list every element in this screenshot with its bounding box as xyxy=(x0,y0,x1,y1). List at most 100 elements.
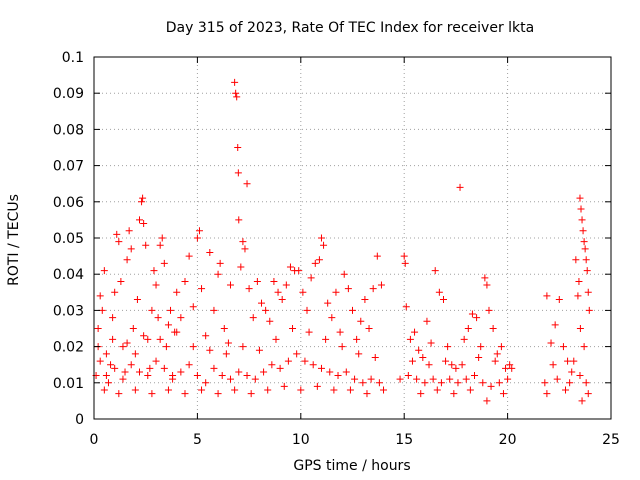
data-points xyxy=(92,78,593,405)
data-point xyxy=(351,375,359,383)
data-point xyxy=(580,343,588,351)
axis-ticks xyxy=(93,56,612,420)
data-point xyxy=(460,335,468,343)
data-point xyxy=(295,267,303,275)
x-tick-label: 15 xyxy=(395,432,413,448)
y-tick-label: 0.08 xyxy=(53,122,84,138)
data-point xyxy=(181,277,189,285)
data-point xyxy=(473,314,481,322)
data-point xyxy=(111,288,119,296)
data-point xyxy=(361,296,369,304)
data-point xyxy=(164,386,172,394)
data-point xyxy=(468,310,476,318)
data-point xyxy=(576,194,584,202)
data-point xyxy=(320,241,328,249)
data-point xyxy=(585,306,593,314)
data-point xyxy=(117,277,125,285)
data-point xyxy=(235,368,243,376)
data-point xyxy=(148,306,156,314)
data-point xyxy=(313,382,321,390)
data-point xyxy=(353,335,361,343)
data-point xyxy=(185,361,193,369)
data-point xyxy=(439,296,447,304)
data-point xyxy=(357,317,365,325)
data-point xyxy=(553,375,561,383)
data-point xyxy=(508,364,516,372)
data-point xyxy=(415,346,423,354)
data-point xyxy=(396,375,404,383)
data-point xyxy=(96,292,104,300)
data-point xyxy=(148,390,156,398)
y-tick-labels: 0 0.01 0.02 0.03 0.04 0.05 0.06 0.07 0.08 0.09 0.1 xyxy=(53,50,84,428)
data-point xyxy=(491,357,499,365)
data-point xyxy=(342,368,350,376)
data-point xyxy=(369,285,377,293)
data-point xyxy=(251,375,259,383)
data-point xyxy=(226,281,234,289)
data-point xyxy=(572,256,580,264)
data-point xyxy=(142,241,150,249)
data-point xyxy=(202,379,210,387)
data-point xyxy=(139,194,147,202)
data-point xyxy=(584,390,592,398)
data-point xyxy=(104,379,112,387)
data-point xyxy=(284,357,292,365)
data-point xyxy=(135,216,143,224)
data-point xyxy=(102,350,110,358)
data-point xyxy=(452,364,460,372)
data-point xyxy=(456,183,464,191)
data-point xyxy=(499,390,507,398)
data-point xyxy=(322,335,330,343)
data-point xyxy=(131,350,139,358)
data-point xyxy=(402,303,410,311)
y-tick-label: 0.07 xyxy=(53,159,84,175)
data-point xyxy=(448,361,456,369)
data-point xyxy=(214,270,222,278)
data-point xyxy=(138,198,146,206)
y-tick-label: 0.06 xyxy=(53,195,84,211)
data-point xyxy=(253,277,261,285)
x-tick-label: 10 xyxy=(292,432,310,448)
data-point xyxy=(371,353,379,361)
data-point xyxy=(338,343,346,351)
data-point xyxy=(466,386,474,394)
data-point xyxy=(258,299,266,307)
data-point xyxy=(249,314,257,322)
data-point xyxy=(144,372,152,380)
data-point xyxy=(119,375,127,383)
data-point xyxy=(506,361,514,369)
data-point xyxy=(140,220,148,228)
data-point xyxy=(127,361,135,369)
data-point xyxy=(421,379,429,387)
data-point xyxy=(293,350,301,358)
data-point xyxy=(115,238,123,246)
data-point xyxy=(198,285,206,293)
data-point xyxy=(419,353,427,361)
data-point xyxy=(583,267,591,275)
data-point xyxy=(578,397,586,405)
data-point xyxy=(152,357,160,365)
data-point xyxy=(582,256,590,264)
data-point xyxy=(444,343,452,351)
data-point xyxy=(326,368,334,376)
x-tick-label: 20 xyxy=(499,432,517,448)
data-point xyxy=(367,375,375,383)
data-point xyxy=(167,306,175,314)
data-point xyxy=(365,325,373,332)
data-point xyxy=(286,263,294,271)
data-point xyxy=(373,252,381,260)
data-point xyxy=(543,292,551,300)
data-point xyxy=(216,259,224,267)
data-point xyxy=(555,296,563,304)
data-point xyxy=(582,379,590,387)
data-point xyxy=(380,386,388,394)
data-point xyxy=(375,379,383,387)
data-point xyxy=(189,303,197,311)
data-point xyxy=(435,288,443,296)
data-point xyxy=(107,361,115,369)
data-point xyxy=(330,386,338,394)
data-point xyxy=(487,382,495,390)
data-point xyxy=(483,281,491,289)
data-point xyxy=(579,227,587,235)
data-point xyxy=(344,285,352,293)
